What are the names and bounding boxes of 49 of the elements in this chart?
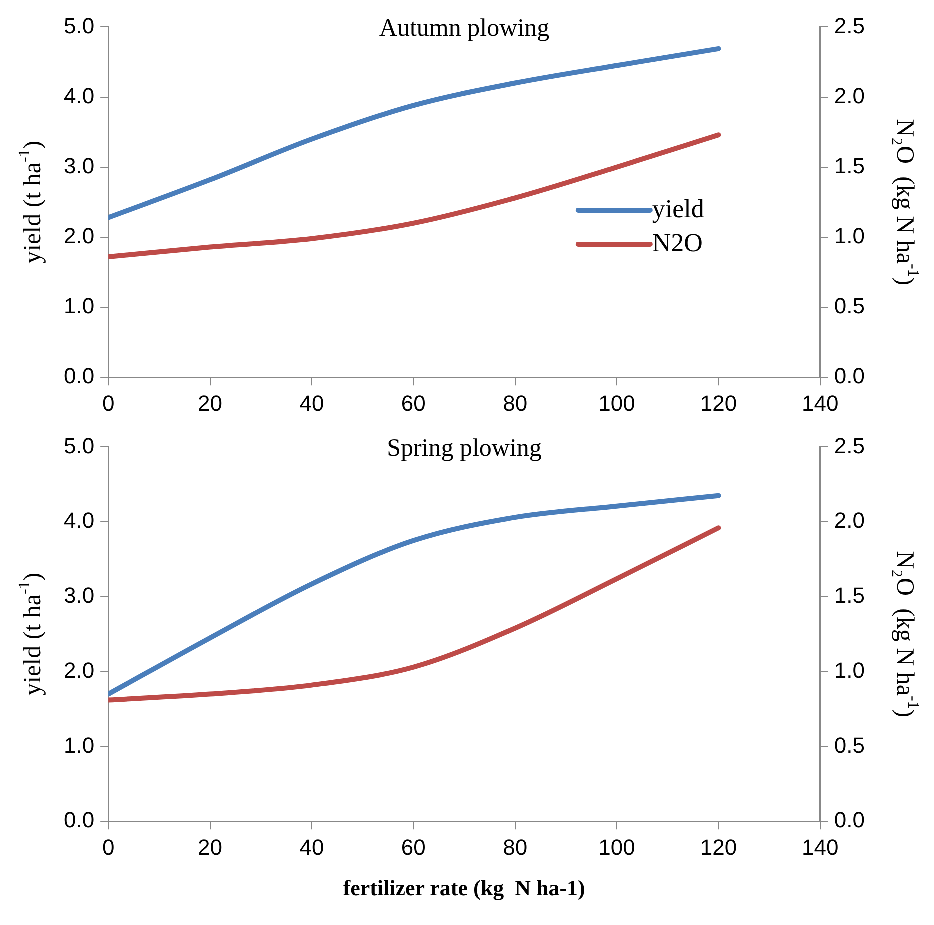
x-tick-label: 140 [802,390,839,416]
x-tick-label: 120 [700,390,738,416]
y-tick-label: 1.0 [64,294,95,319]
y-tick-label: 4.0 [64,83,95,108]
y2-axis-title: N₂O (kg N ha-1) [891,119,922,286]
y-tick-label: 1.0 [64,732,95,758]
chart-title: Autumn plowing [379,14,550,42]
x-tick-label: 0 [102,390,115,416]
y-axis-title: yield (t ha-1) [16,140,47,264]
x-tick-label: 100 [598,834,636,860]
y2-tick-label: 1.5 [834,583,866,608]
y2-tick-label: 0.5 [834,732,866,758]
x-tick-label: 140 [802,834,839,860]
chart-title: Spring plowing [387,434,542,462]
x-axis-title: fertilizer rate (kg N ha-1) [343,876,586,901]
x-tick-label: 60 [401,834,426,860]
legend-label: N2O [652,228,703,258]
x-tick-label: 40 [300,834,324,860]
x-tick-label: 20 [198,834,223,860]
y-tick-label: 0.0 [64,364,95,389]
legend-label: yield [652,194,704,224]
y-tick-label: 4.0 [64,508,95,534]
x-tick-label: 120 [700,834,738,860]
y2-tick-label: 0.0 [834,808,866,833]
y-tick-label: 3.0 [64,153,95,178]
x-tick-label: 0 [102,834,115,860]
y2-tick-label: 2.0 [834,508,866,534]
y2-tick-label: 2.0 [834,83,866,108]
x-tick-label: 100 [598,390,636,416]
y2-tick-label: 0.0 [834,364,866,389]
y-tick-label: 2.0 [64,658,95,683]
y-tick-label: 5.0 [64,433,95,458]
x-tick-label: 20 [198,390,223,416]
y-axis-title: yield (t ha-1) [16,572,47,696]
x-tick-label: 80 [503,834,528,860]
y-tick-label: 2.0 [64,224,95,249]
y2-tick-label: 2.5 [834,433,866,458]
x-tick-label: 40 [300,390,324,416]
y2-axis-title: N₂O (kg N ha-1) [891,551,922,718]
y-tick-label: 0.0 [64,808,95,833]
y2-tick-label: 2.5 [834,13,866,38]
x-tick-label: 60 [401,390,426,416]
y2-tick-label: 0.5 [834,294,866,319]
x-tick-label: 80 [503,390,528,416]
y2-tick-label: 1.0 [834,224,866,249]
y2-tick-label: 1.5 [834,153,866,178]
y-tick-label: 3.0 [64,583,95,608]
y-tick-label: 5.0 [64,13,95,38]
y2-tick-label: 1.0 [834,658,866,683]
